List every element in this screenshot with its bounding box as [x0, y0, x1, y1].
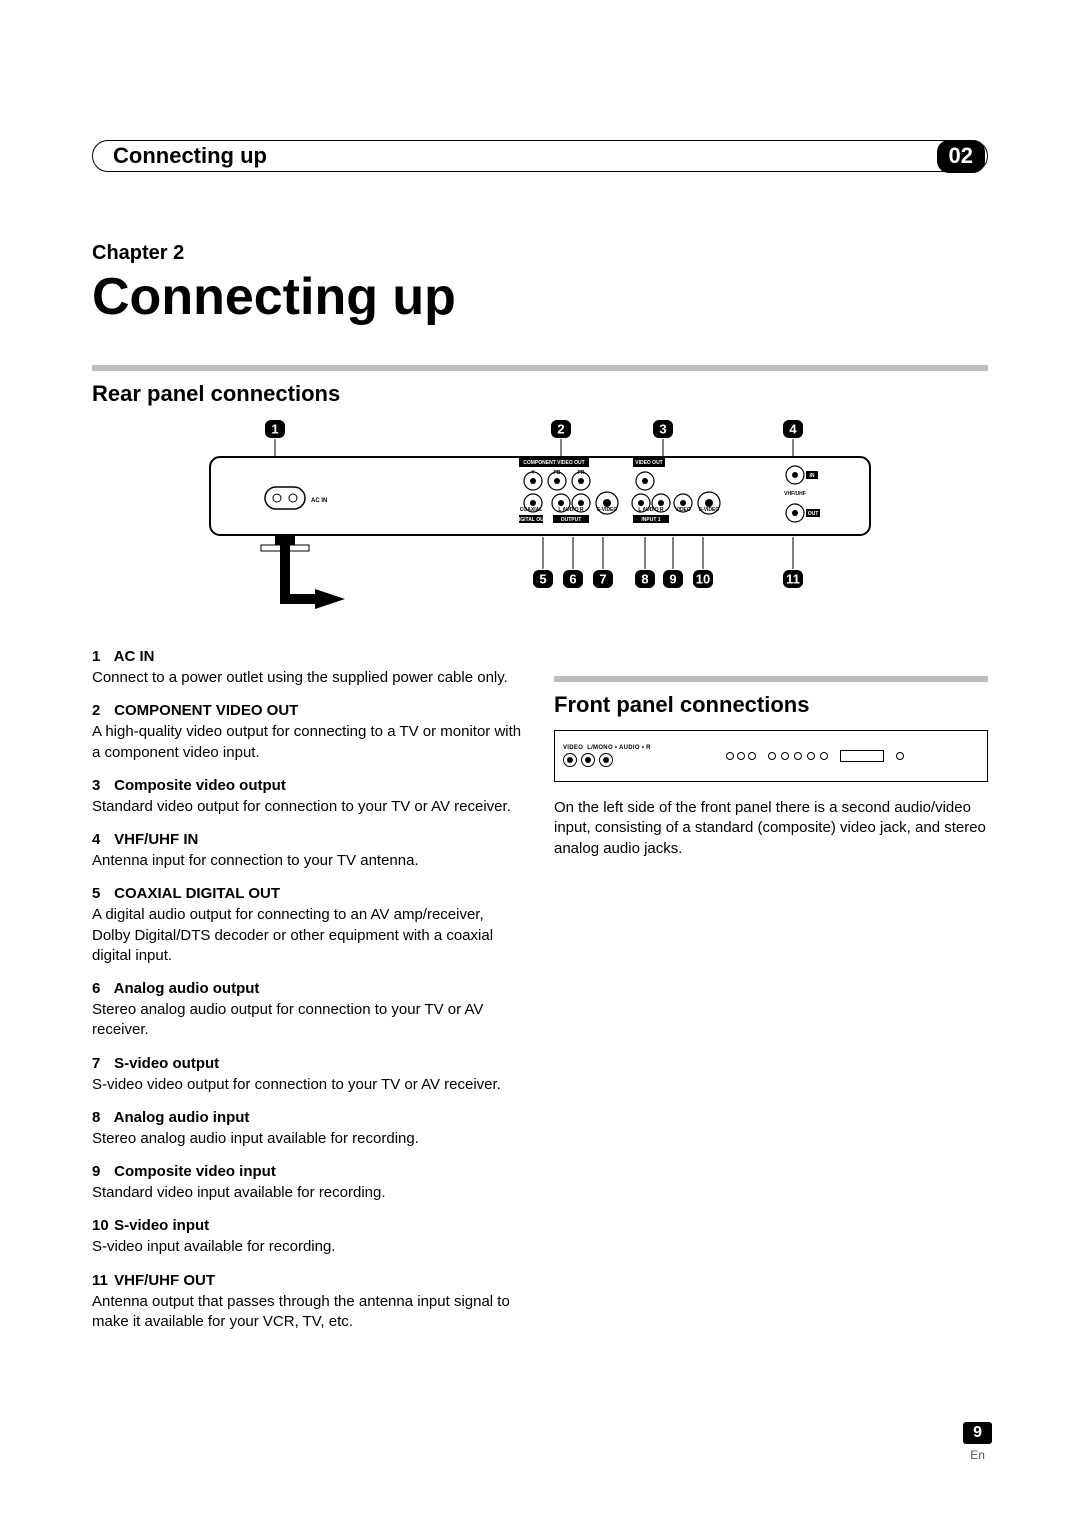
chapter-badge: 02: [937, 140, 985, 173]
front-jack-r: [599, 753, 613, 767]
front-section-title: Front panel connections: [554, 692, 988, 718]
svg-text:COMPONENT VIDEO OUT: COMPONENT VIDEO OUT: [523, 460, 584, 466]
svg-text:OUT: OUT: [808, 511, 819, 517]
rear-section-title: Rear panel connections: [92, 381, 988, 407]
svg-text:OUTPUT: OUTPUT: [561, 517, 582, 523]
svg-text:9: 9: [669, 572, 676, 587]
svg-text:1: 1: [271, 422, 278, 437]
rear-item: 6 Analog audio outputStereo analog audio…: [92, 980, 526, 1041]
svg-text:6: 6: [569, 572, 576, 587]
page-footer: 9 En: [963, 1422, 992, 1462]
svg-text:COAXIAL: COAXIAL: [520, 507, 543, 513]
rear-panel-diagram: 1234 AC IN COMPONENT V: [205, 419, 875, 624]
svg-text:VHF/UHF: VHF/UHF: [784, 491, 806, 497]
rear-item: 2 COMPONENT VIDEO OUTA high-quality vide…: [92, 702, 526, 763]
front-description: On the left side of the front panel ther…: [554, 798, 988, 859]
front-jack-video: [563, 753, 577, 767]
rear-item: 4 VHF/UHF INAntenna input for connection…: [92, 831, 526, 871]
svg-text:S-VIDEO: S-VIDEO: [699, 507, 720, 513]
rear-item: 1 AC INConnect to a power outlet using t…: [92, 648, 526, 688]
svg-text:Y: Y: [531, 470, 535, 476]
svg-text:L AUDIO R: L AUDIO R: [638, 507, 664, 513]
svg-text:4: 4: [789, 422, 797, 437]
svg-text:11: 11: [786, 572, 800, 587]
svg-text:10: 10: [696, 572, 710, 587]
svg-text:7: 7: [599, 572, 606, 587]
rear-item: 8 Analog audio inputStereo analog audio …: [92, 1109, 526, 1149]
svg-text:PR: PR: [578, 470, 585, 476]
page-lang: En: [963, 1448, 992, 1462]
rear-item: 3 Composite video outputStandard video o…: [92, 777, 526, 817]
svg-text:3: 3: [659, 422, 666, 437]
svg-text:IN: IN: [810, 473, 815, 479]
chapter-label: Chapter 2: [92, 242, 988, 265]
front-panel-diagram: VIDEO L/MONO • AUDIO • R: [554, 730, 988, 782]
rear-item: 9 Composite video inputStandard video in…: [92, 1163, 526, 1203]
rear-items-column: 1 AC INConnect to a power outlet using t…: [92, 648, 526, 1346]
rear-item: 11 VHF/UHF OUTAntenna output that passes…: [92, 1272, 526, 1333]
svg-text:S-VIDEO: S-VIDEO: [597, 507, 618, 513]
svg-text:8: 8: [641, 572, 648, 587]
svg-text:VIDEO OUT: VIDEO OUT: [635, 460, 663, 466]
section-divider: [554, 676, 988, 682]
svg-text:5: 5: [539, 572, 546, 587]
header-title: Connecting up: [97, 143, 937, 169]
front-jack-l: [581, 753, 595, 767]
rear-item: 5 COAXIAL DIGITAL OUTA digital audio out…: [92, 885, 526, 966]
rear-item: 7 S-video outputS-video video output for…: [92, 1055, 526, 1095]
section-divider: [92, 365, 988, 371]
svg-text:PB: PB: [554, 470, 561, 476]
svg-text:INPUT 1: INPUT 1: [641, 517, 660, 523]
page-header: Connecting up 02: [92, 140, 988, 172]
svg-text:DIGITAL OUT: DIGITAL OUT: [515, 517, 546, 523]
svg-text:AC IN: AC IN: [311, 498, 327, 504]
svg-text:2: 2: [557, 422, 564, 437]
page-number: 9: [963, 1422, 992, 1444]
svg-text:L AUDIO R: L AUDIO R: [558, 507, 584, 513]
chapter-title: Connecting up: [92, 267, 988, 327]
rear-item: 10 S-video inputS-video input available …: [92, 1217, 526, 1257]
svg-text:VIDEO: VIDEO: [675, 507, 691, 513]
